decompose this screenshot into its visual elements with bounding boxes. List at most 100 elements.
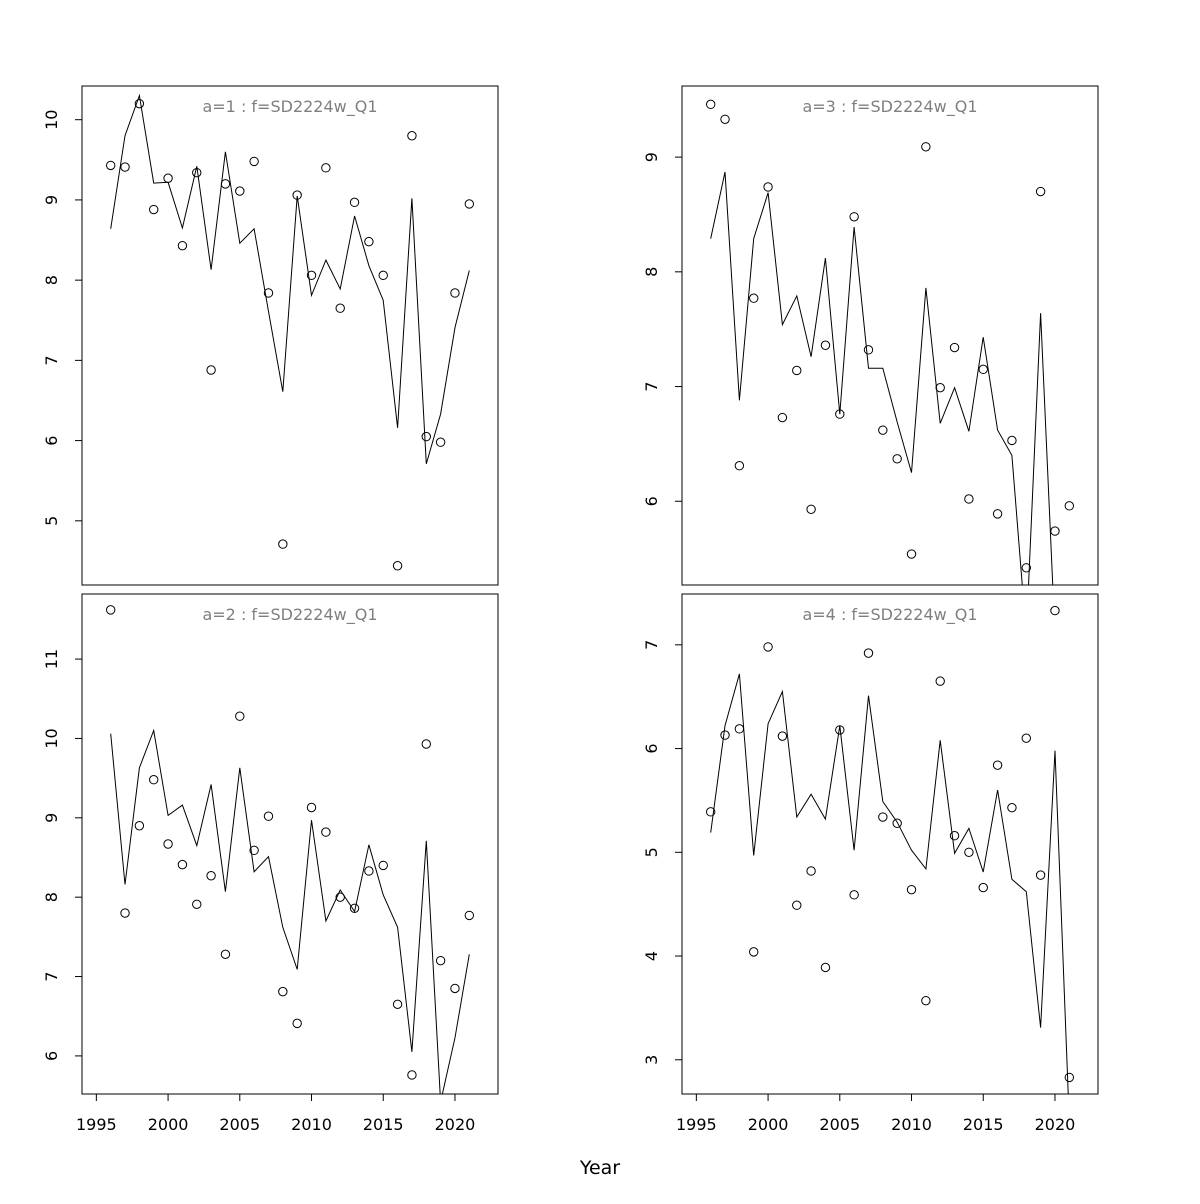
panel-1: a=1 : f=SD2224w_Q1 5 6 7 8 9 10 — [42, 85, 499, 586]
data-point — [705, 807, 716, 817]
y-axis: 6 7 8 9 10 11 — [42, 649, 83, 1061]
data-point — [105, 160, 116, 171]
x-tick-label: 2000 — [148, 1115, 189, 1134]
y-tick-label: 5 — [42, 516, 61, 526]
data-point — [435, 437, 446, 447]
data-point — [263, 288, 274, 298]
data-point — [278, 986, 288, 997]
data-point — [177, 859, 188, 870]
y-tick-label: 5 — [642, 847, 661, 857]
data-point — [720, 730, 730, 740]
x-tick-label: 2005 — [219, 1115, 260, 1134]
y-axis: 3 4 5 6 7 — [642, 640, 683, 1065]
y-tick-label: 6 — [642, 496, 661, 506]
data-point — [1050, 605, 1060, 616]
x-tick-label: 2000 — [748, 1115, 789, 1134]
data-point — [964, 494, 974, 504]
data-point — [978, 882, 988, 893]
data-point — [1007, 802, 1017, 813]
data-point — [134, 98, 145, 109]
data-point — [192, 167, 202, 178]
data-point — [892, 818, 902, 828]
panel-title: a=2 : f=SD2224w_Q1 — [202, 605, 377, 625]
data-point — [364, 866, 374, 876]
data-point — [1050, 526, 1060, 536]
data-point — [163, 839, 173, 849]
panel-title: a=1 : f=SD2224w_Q1 — [202, 97, 377, 117]
data-point — [220, 179, 231, 189]
data-point — [392, 561, 403, 571]
y-tick-label: 6 — [642, 743, 661, 753]
data-point — [906, 884, 917, 895]
y-tick-label: 11 — [42, 649, 61, 669]
x-tick-label: 2020 — [435, 1115, 476, 1134]
data-point — [992, 509, 1003, 519]
x-tick-label: 2015 — [363, 1115, 404, 1134]
y-tick-label: 7 — [42, 971, 61, 981]
series-line — [110, 728, 470, 1094]
data-point — [878, 812, 888, 822]
data-point — [849, 212, 859, 222]
y-tick-label: 4 — [642, 951, 661, 961]
data-point — [806, 866, 816, 876]
data-point — [464, 199, 475, 209]
data-point — [421, 431, 431, 442]
data-point — [278, 539, 288, 549]
series-line — [710, 673, 1069, 1094]
data-point — [378, 860, 388, 871]
data-point — [263, 811, 274, 821]
data-point — [349, 197, 360, 208]
panel-frame — [681, 85, 1099, 586]
y-tick-label: 8 — [42, 275, 61, 285]
data-point — [820, 962, 831, 973]
data-point — [1064, 501, 1075, 511]
data-point — [906, 549, 917, 559]
data-point — [1007, 435, 1017, 446]
data-point — [120, 162, 130, 172]
data-point — [1035, 870, 1046, 880]
panel-title: a=3 : f=SD2224w_Q1 — [802, 97, 977, 117]
data-point — [849, 890, 859, 900]
data-point — [792, 900, 802, 910]
panel-2: a=3 : f=SD2224w_Q1 6 7 8 9 — [642, 85, 1099, 586]
x-axis-label: Year — [579, 1157, 620, 1179]
data-point — [392, 999, 403, 1010]
x-tick-label: 2020 — [1035, 1115, 1076, 1134]
data-point — [149, 775, 159, 785]
data-point — [863, 345, 874, 355]
x-tick-label: 1995 — [676, 1115, 717, 1134]
data-point — [464, 910, 475, 921]
y-tick-label: 9 — [42, 195, 61, 205]
data-point — [235, 186, 245, 196]
panels: a=1 : f=SD2224w_Q1 5 6 7 8 9 10 a=3 : f=SD2224w… — [42, 85, 1099, 1134]
data-point — [450, 288, 460, 298]
data-point — [749, 293, 759, 303]
data-point — [206, 365, 216, 375]
plot-area — [705, 99, 1075, 585]
data-point — [120, 908, 130, 918]
y-tick-label: 6 — [42, 436, 61, 446]
y-tick-label: 10 — [42, 728, 61, 748]
data-point — [806, 504, 816, 514]
y-tick-label: 9 — [42, 813, 61, 823]
data-point — [1035, 186, 1046, 197]
data-point — [335, 303, 345, 313]
data-point — [407, 131, 417, 141]
data-point — [892, 454, 902, 464]
data-point — [177, 240, 188, 251]
y-tick-label: 7 — [642, 381, 661, 391]
data-point — [163, 173, 173, 183]
series-line — [110, 93, 470, 465]
data-point — [306, 270, 317, 281]
data-point — [450, 983, 460, 994]
y-axis: 5 6 7 8 9 10 — [42, 110, 83, 526]
data-point — [105, 605, 116, 615]
data-point — [235, 711, 245, 721]
x-tick-label: 2005 — [819, 1115, 860, 1134]
data-point — [734, 460, 745, 471]
data-point — [749, 947, 759, 957]
plot-area — [705, 605, 1075, 1094]
data-point — [1021, 563, 1031, 573]
data-point — [978, 364, 988, 375]
data-point — [777, 412, 788, 423]
